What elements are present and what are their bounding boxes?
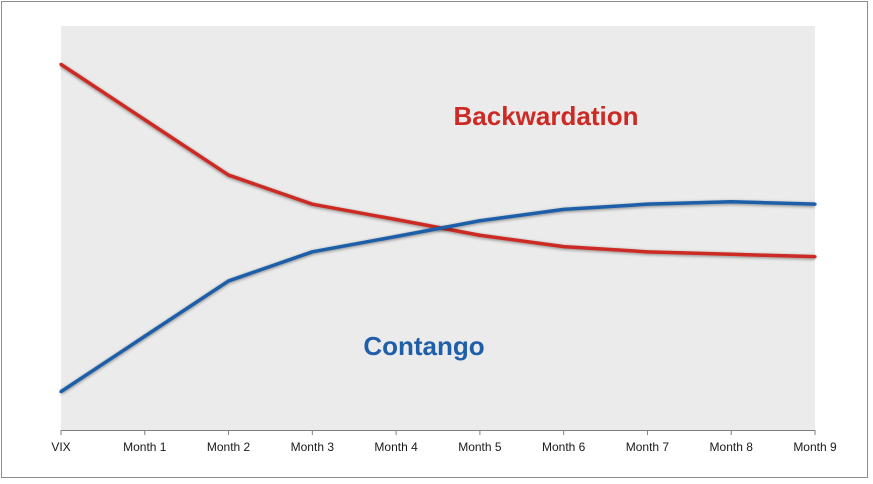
data-point-backwardation xyxy=(562,244,566,249)
series-line-contango xyxy=(60,199,816,394)
data-point-contango xyxy=(478,219,482,223)
data-point-contango xyxy=(59,390,63,394)
x-tick-label: Month 8 xyxy=(710,440,754,454)
x-tick-label: Month 7 xyxy=(626,440,670,454)
data-point-contango xyxy=(645,202,650,206)
x-tick-label: Month 1 xyxy=(123,440,167,454)
x-tick-label: Month 9 xyxy=(793,440,837,454)
data-point-contango xyxy=(813,202,817,206)
x-tick-label: Month 5 xyxy=(458,440,502,454)
data-point-backwardation xyxy=(729,252,733,256)
data-point-contango xyxy=(143,334,147,338)
data-point-backwardation xyxy=(478,233,482,237)
x-tick-label: Month 2 xyxy=(207,440,251,454)
x-axis: VIX Month 1 Month 2 Month 3 Month 4 Month 5 Mo… xyxy=(51,430,837,454)
series-layer xyxy=(59,62,817,394)
data-point-backwardation xyxy=(310,202,314,206)
data-point-contango xyxy=(562,207,566,212)
series-label-backwardation: Backwardation xyxy=(454,101,639,131)
data-point-backwardation xyxy=(59,62,63,66)
data-point-backwardation xyxy=(143,118,147,122)
data-point-backwardation xyxy=(394,217,398,222)
data-point-backwardation xyxy=(645,250,650,254)
series-labels: Backwardation Contango xyxy=(363,101,638,361)
data-point-backwardation xyxy=(226,173,231,177)
data-point-contango xyxy=(310,250,314,254)
data-point-contango xyxy=(729,200,733,204)
x-tick-label: Month 3 xyxy=(291,440,335,454)
x-tick-label: VIX xyxy=(51,440,70,454)
data-point-contango xyxy=(394,234,398,239)
x-tick-label: Month 6 xyxy=(542,440,586,454)
data-point-backwardation xyxy=(813,255,817,259)
x-tick-label: Month 4 xyxy=(374,440,418,454)
data-point-contango xyxy=(226,279,231,283)
series-label-contango: Contango xyxy=(363,331,484,361)
